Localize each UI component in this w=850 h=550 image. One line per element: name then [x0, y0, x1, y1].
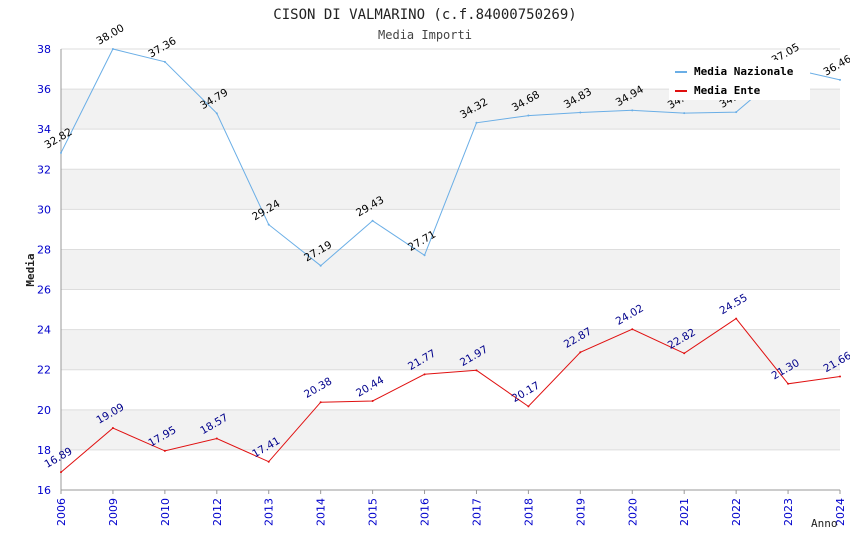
data-point	[267, 223, 270, 226]
data-point	[631, 328, 634, 331]
data-point	[839, 78, 841, 81]
y-tick-label: 24	[37, 324, 51, 337]
plot-bands	[61, 89, 840, 450]
chart-subtitle: Media Importi	[378, 28, 472, 42]
data-point	[267, 460, 270, 463]
y-tick-label: 36	[37, 83, 51, 96]
data-label: 36.46	[822, 53, 850, 79]
legend-label-nazionale: Media Nazionale	[694, 65, 794, 78]
data-label: 20.38	[302, 375, 334, 400]
series-line-nazionale	[60, 48, 841, 267]
series-line-ente	[60, 317, 841, 473]
y-tick-label: 32	[37, 163, 51, 176]
x-tick-label: 2009	[107, 498, 120, 526]
x-tick-label: 2006	[55, 498, 68, 526]
data-label: 24.55	[718, 292, 750, 317]
plot-band	[61, 249, 840, 290]
plot-band	[61, 409, 840, 450]
y-tick-label: 16	[37, 484, 51, 497]
data-point	[60, 471, 62, 474]
data-point	[527, 405, 530, 408]
data-point	[319, 264, 322, 267]
data-point	[163, 60, 166, 63]
data-point	[319, 401, 322, 404]
y-tick-label: 38	[37, 43, 51, 56]
x-tick-labels: 2006 2009 2010 2012 2013 2014 2015 2016 2017 2018…	[55, 498, 847, 526]
legend: Media Nazionale Media Ente	[669, 60, 810, 100]
data-label: 20.17	[510, 380, 542, 405]
x-tick-label: 2022	[730, 498, 743, 526]
data-point	[527, 114, 530, 117]
data-point	[215, 437, 218, 440]
x-tick-label: 2012	[211, 498, 224, 526]
x-tick-label: 2018	[522, 498, 535, 526]
x-tick-label: 2020	[626, 498, 639, 526]
data-point	[631, 109, 634, 112]
data-label: 24.02	[614, 302, 646, 327]
data-label: 37.36	[146, 35, 178, 61]
x-tick-label: 2021	[678, 498, 691, 526]
y-tick-labels: 16 18 20 22 24 26 28 30 32 34 36 38	[37, 43, 51, 497]
y-tick-label: 30	[37, 203, 51, 216]
chart-title: CISON DI VALMARINO (c.f.84000750269)	[273, 7, 576, 23]
y-tick-label: 20	[37, 404, 51, 417]
x-tick-label: 2024	[834, 498, 847, 526]
data-point	[60, 151, 62, 154]
y-tick-label: 26	[37, 284, 51, 297]
legend-box	[669, 60, 810, 100]
y-tick-label: 18	[37, 444, 51, 457]
x-axis-label: Anno	[811, 517, 838, 530]
y-tick-label: 34	[37, 123, 51, 136]
x-tick-label: 2015	[367, 498, 380, 526]
data-point	[475, 369, 478, 372]
data-point	[423, 254, 426, 257]
x-tick-label: 2023	[782, 498, 795, 526]
x-tick-label: 2016	[419, 498, 432, 526]
data-point	[683, 112, 686, 115]
data-point	[475, 121, 478, 124]
series-group	[60, 48, 841, 474]
data-point	[735, 317, 738, 320]
data-point	[735, 111, 738, 114]
y-axis-label: Media	[24, 253, 37, 286]
x-tick-label: 2010	[159, 498, 172, 526]
x-tick-label: 2013	[263, 498, 276, 526]
data-point	[839, 375, 841, 378]
data-label: 20.44	[354, 374, 386, 400]
axes	[60, 49, 841, 494]
x-tick-label: 2017	[470, 498, 483, 526]
data-point	[371, 399, 374, 402]
data-point	[163, 449, 166, 452]
grid-lines	[61, 48, 840, 491]
x-tick-label: 2019	[574, 498, 587, 526]
data-point	[111, 48, 114, 50]
y-tick-label: 22	[37, 364, 51, 377]
y-tick-label: 28	[37, 243, 51, 256]
plot-band	[61, 329, 840, 370]
data-point	[111, 427, 114, 430]
data-label: 38.00	[94, 22, 126, 47]
data-point	[215, 112, 218, 115]
x-tick-label: 2014	[315, 498, 328, 526]
data-point	[579, 111, 582, 114]
data-point	[683, 352, 686, 355]
data-point	[371, 219, 374, 222]
data-point	[579, 351, 582, 354]
data-point	[423, 373, 426, 376]
data-point	[787, 382, 790, 385]
legend-label-ente: Media Ente	[694, 84, 761, 97]
